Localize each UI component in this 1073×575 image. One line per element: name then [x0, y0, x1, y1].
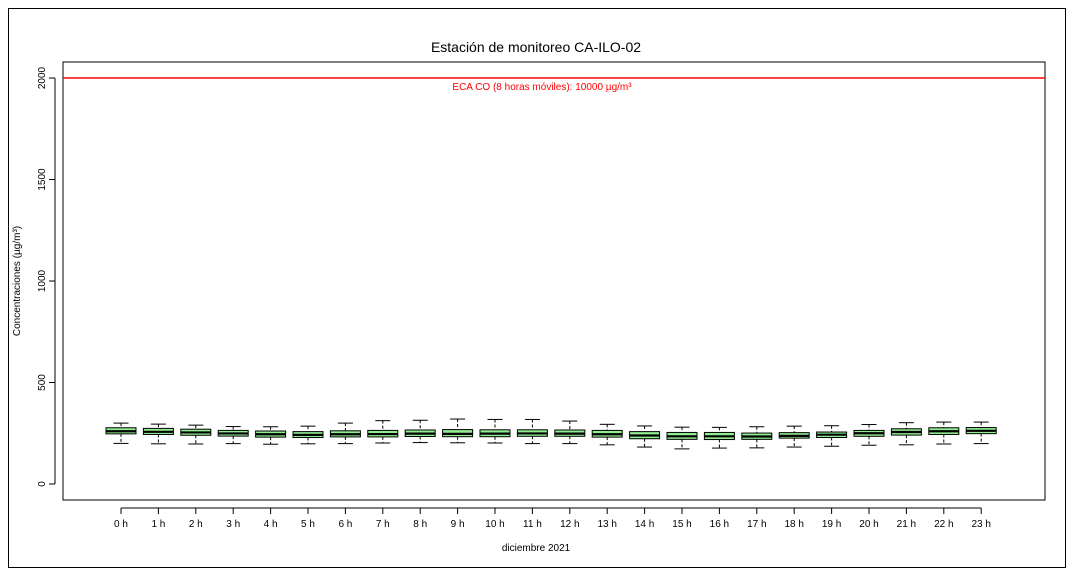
box-20: [853, 424, 885, 446]
x-tick-label: 12 h: [560, 519, 579, 530]
box-13: [591, 423, 623, 446]
x-tick-label: 4 h: [264, 519, 278, 530]
box-21: [890, 422, 922, 446]
box-6: [329, 422, 361, 445]
y-tick-label: 2000: [37, 66, 48, 89]
x-tick-label: 10 h: [485, 519, 504, 530]
x-tick-label: 23 h: [971, 519, 990, 530]
x-tick-label: 1 h: [151, 519, 165, 530]
x-tick-label: 3 h: [226, 519, 240, 530]
x-tick-label: 13 h: [597, 519, 616, 530]
x-axis-label: diciembre 2021: [502, 543, 571, 554]
x-tick-label: 15 h: [672, 519, 691, 530]
y-tick-label: 0: [37, 481, 48, 487]
box-3: [217, 426, 249, 445]
box-12: [554, 420, 586, 445]
x-tick-label: 2 h: [189, 519, 203, 530]
x-tick-label: 14 h: [635, 519, 654, 530]
box-18: [778, 425, 810, 448]
x-tick-label: 11 h: [523, 519, 542, 530]
plot-area: [62, 61, 1046, 501]
x-tick-label: 7 h: [376, 519, 390, 530]
boxplot-series: [105, 418, 997, 450]
box-15: [666, 426, 698, 450]
box-16: [703, 426, 735, 449]
x-tick-label: 18 h: [784, 519, 803, 530]
x-tick-label: 21 h: [897, 519, 916, 530]
x-tick-label: 22 h: [934, 519, 953, 530]
reference-line-group: ECA CO (8 horas móviles): 10000 µg/m³: [63, 77, 1045, 93]
box-7: [367, 420, 399, 444]
chart-frame: [8, 8, 1066, 568]
x-tick-label: 9 h: [451, 519, 465, 530]
reference-line-label: ECA CO (8 horas móviles): 10000 µg/m³: [452, 82, 632, 93]
box-10: [479, 418, 511, 444]
x-tick-label: 16 h: [710, 519, 729, 530]
x-tick-label: 5 h: [301, 519, 315, 530]
box-23: [965, 421, 997, 445]
box-2: [180, 424, 212, 445]
y-tick-label: 1500: [37, 168, 48, 191]
x-tick-label: 8 h: [413, 519, 427, 530]
box-9: [442, 418, 474, 444]
box-5: [292, 425, 324, 445]
y-axis-label: Concentraciones (µg/m³): [12, 226, 23, 336]
x-tick-label: 19 h: [822, 519, 841, 530]
chart-title: Estación de monitoreo CA-ILO-02: [431, 39, 641, 55]
box-17: [741, 426, 773, 449]
x-axis: 0 h 1 h 2 h 3 h 4 h 5 h 6 h 7 h 8 h 9 h 10 h 11 h 12…: [114, 507, 991, 530]
box-19: [816, 425, 848, 447]
y-tick-label: 500: [37, 374, 48, 391]
box-4: [255, 426, 287, 445]
box-11: [516, 418, 548, 445]
box-1: [142, 423, 174, 445]
box-8: [404, 419, 436, 444]
box-22: [928, 421, 960, 445]
y-tick-label: 1000: [37, 269, 48, 292]
x-tick-label: 0 h: [114, 519, 128, 530]
x-tick-label: 17 h: [747, 519, 766, 530]
box-0: [105, 422, 137, 444]
x-tick-label: 6 h: [338, 519, 352, 530]
x-tick-label: 20 h: [859, 519, 878, 530]
y-axis: 0 500 1000 1500 2000: [37, 66, 56, 487]
box-14: [629, 425, 661, 448]
